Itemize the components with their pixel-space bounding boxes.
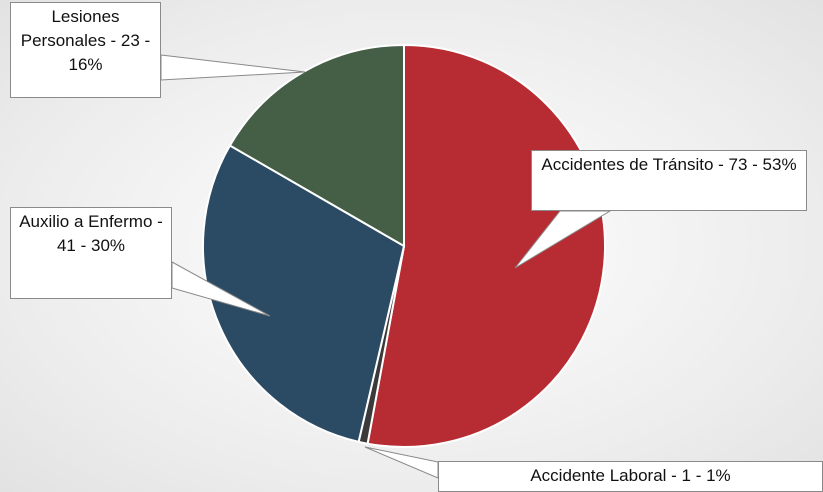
- callout-pointer: [364, 446, 439, 479]
- pie-slice: [202, 144, 406, 444]
- data-label: Accidente Laboral - 1 - 1%: [438, 461, 823, 492]
- data-label: Auxilio a Enfermo - 41 - 30%: [10, 207, 172, 299]
- callout-pointer: [160, 54, 306, 81]
- pie-slice: [366, 43, 606, 448]
- callout-pointer: [171, 261, 271, 317]
- data-label: Accidentes de Tránsito - 73 - 53%: [531, 150, 807, 211]
- callout-pointer: [514, 210, 612, 269]
- data-label: Lesiones Personales - 23 - 16%: [10, 2, 161, 98]
